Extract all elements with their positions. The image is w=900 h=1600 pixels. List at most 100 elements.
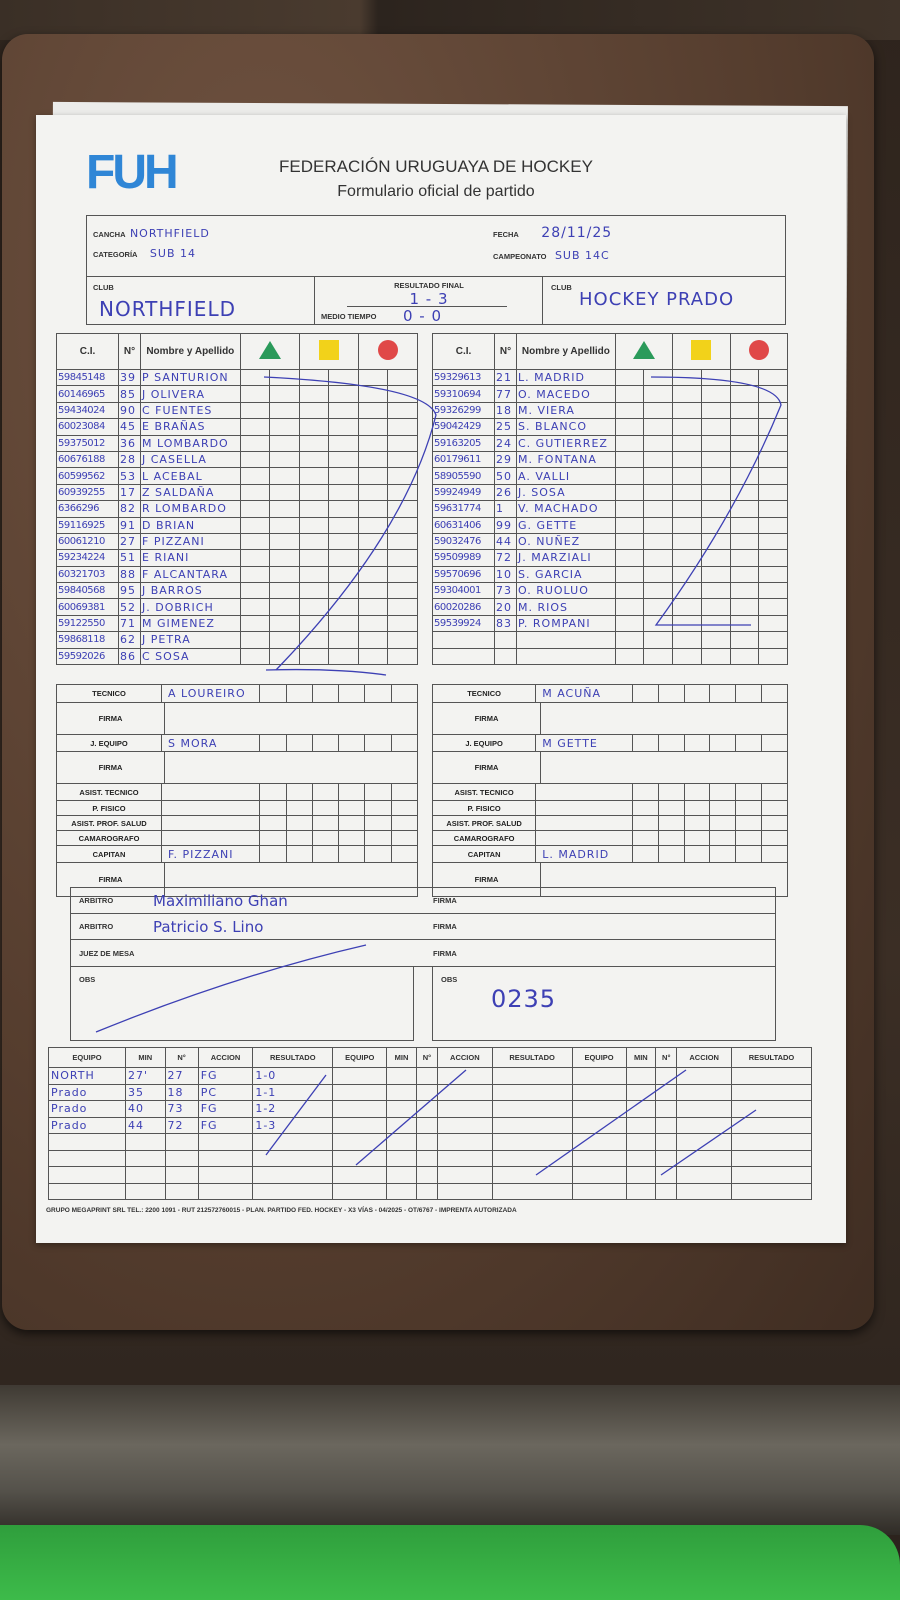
card-cell[interactable] — [643, 582, 674, 600]
event-cell[interactable] — [491, 1166, 573, 1184]
event-cell[interactable]: 35 — [124, 1083, 166, 1101]
card-cell[interactable] — [729, 549, 760, 567]
card-cell[interactable] — [672, 385, 702, 403]
staff-value[interactable]: F. PIZZANI — [168, 847, 234, 861]
card-cell[interactable] — [328, 532, 359, 551]
event-cell[interactable] — [124, 1149, 166, 1167]
card-cell[interactable] — [357, 401, 389, 420]
card-cell[interactable] — [357, 467, 389, 485]
card-cell[interactable] — [729, 483, 760, 502]
card-cell[interactable] — [758, 450, 788, 469]
card-cell[interactable] — [387, 500, 418, 518]
card-cell[interactable] — [758, 582, 788, 600]
card-cell[interactable] — [387, 385, 418, 403]
event-cell[interactable] — [491, 1083, 573, 1101]
event-cell[interactable] — [676, 1067, 732, 1085]
card-cell[interactable] — [298, 483, 330, 502]
card-cell[interactable] — [239, 614, 271, 633]
card-cell[interactable] — [672, 467, 702, 485]
event-cell[interactable] — [124, 1133, 166, 1151]
event-cell[interactable] — [625, 1133, 657, 1151]
card-cell[interactable] — [357, 450, 389, 469]
card-cell[interactable] — [758, 385, 788, 403]
card-cell[interactable] — [357, 516, 389, 534]
card-cell[interactable] — [357, 598, 389, 616]
event-cell[interactable] — [730, 1100, 813, 1118]
staff-value[interactable] — [536, 831, 632, 845]
card-cell[interactable] — [700, 500, 731, 518]
event-cell[interactable] — [571, 1149, 627, 1167]
card-cell[interactable] — [298, 647, 330, 666]
card-cell[interactable] — [298, 418, 330, 436]
card-cell[interactable] — [269, 368, 300, 387]
card-cell[interactable] — [614, 368, 645, 387]
event-cell[interactable] — [197, 1149, 254, 1167]
card-cell[interactable] — [672, 549, 702, 567]
card-cell[interactable] — [298, 385, 330, 403]
event-cell[interactable] — [386, 1067, 417, 1085]
card-cell[interactable] — [239, 368, 271, 387]
card-cell[interactable] — [643, 450, 674, 469]
card-cell[interactable] — [328, 598, 359, 616]
event-cell[interactable]: 27 — [164, 1067, 199, 1085]
event-cell[interactable] — [48, 1182, 126, 1200]
event-cell[interactable] — [491, 1182, 573, 1200]
card-cell[interactable] — [700, 598, 731, 616]
staff-value[interactable]: M ACUÑA — [542, 687, 602, 700]
event-cell[interactable]: 73 — [164, 1100, 199, 1118]
event-cell[interactable]: 1-2 — [252, 1100, 334, 1118]
event-cell[interactable] — [491, 1067, 573, 1085]
event-cell[interactable] — [386, 1100, 417, 1118]
staff-value[interactable] — [541, 703, 787, 734]
event-cell[interactable] — [625, 1083, 657, 1101]
card-cell[interactable] — [758, 467, 788, 485]
event-cell[interactable] — [415, 1100, 439, 1118]
staff-value[interactable] — [536, 816, 632, 830]
card-cell[interactable] — [239, 582, 271, 600]
card-cell[interactable] — [672, 368, 702, 387]
card-cell[interactable] — [269, 483, 300, 502]
event-cell[interactable] — [676, 1133, 732, 1151]
card-cell[interactable] — [328, 500, 359, 518]
event-cell[interactable] — [386, 1149, 417, 1167]
card-cell[interactable] — [700, 385, 731, 403]
card-cell[interactable] — [387, 614, 418, 633]
event-cell[interactable] — [252, 1166, 334, 1184]
card-cell[interactable] — [614, 401, 645, 420]
card-cell[interactable] — [700, 401, 731, 420]
staff-value[interactable]: L. MADRID — [542, 847, 610, 861]
card-cell[interactable] — [672, 647, 702, 666]
card-cell[interactable] — [298, 565, 330, 584]
event-cell[interactable] — [571, 1083, 627, 1101]
event-cell[interactable] — [48, 1166, 126, 1184]
card-cell[interactable] — [328, 647, 359, 666]
card-cell[interactable] — [239, 401, 271, 420]
event-cell[interactable] — [491, 1133, 573, 1151]
event-cell[interactable] — [415, 1116, 439, 1134]
card-cell[interactable] — [357, 582, 389, 600]
event-cell[interactable] — [252, 1149, 334, 1167]
card-cell[interactable] — [269, 532, 300, 551]
card-cell[interactable] — [357, 500, 389, 518]
card-cell[interactable] — [672, 483, 702, 502]
event-cell[interactable] — [415, 1133, 439, 1151]
event-cell[interactable] — [197, 1133, 254, 1151]
card-cell[interactable] — [328, 450, 359, 469]
card-cell[interactable] — [269, 450, 300, 469]
card-cell[interactable] — [643, 368, 674, 387]
event-cell[interactable]: PC — [197, 1083, 254, 1101]
event-cell[interactable] — [730, 1166, 813, 1184]
event-cell[interactable] — [415, 1149, 439, 1167]
card-cell[interactable] — [298, 532, 330, 551]
card-cell[interactable] — [387, 401, 418, 420]
event-cell[interactable]: 27' — [124, 1067, 166, 1085]
card-cell[interactable] — [672, 565, 702, 584]
card-cell[interactable] — [700, 450, 731, 469]
card-cell[interactable] — [357, 647, 389, 666]
event-cell[interactable] — [415, 1182, 439, 1200]
event-cell[interactable] — [625, 1116, 657, 1134]
staff-value[interactable] — [165, 752, 417, 783]
card-cell[interactable] — [239, 516, 271, 534]
event-cell[interactable] — [197, 1166, 254, 1184]
card-cell[interactable] — [614, 467, 645, 485]
